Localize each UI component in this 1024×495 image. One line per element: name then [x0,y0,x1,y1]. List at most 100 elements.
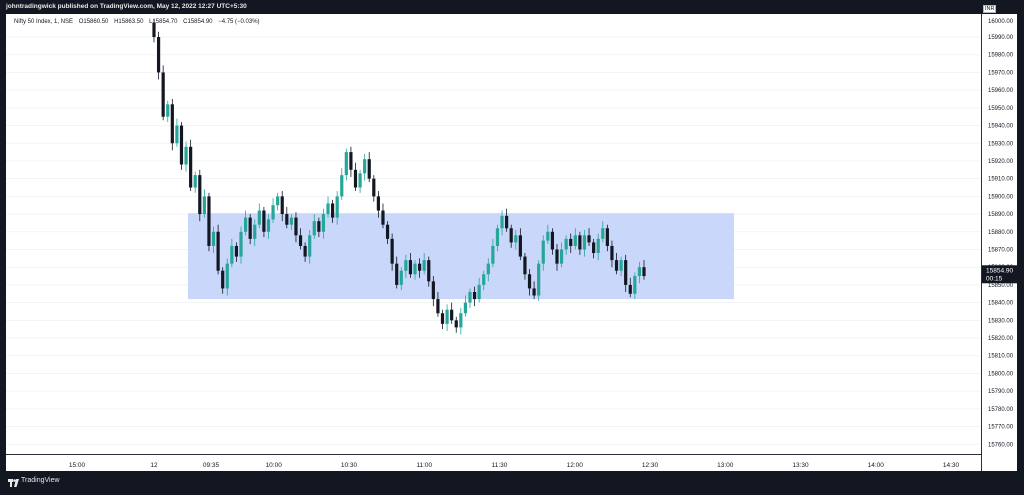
candle-body [363,159,367,174]
y-tick-label: 15770.00 [988,425,1014,431]
candle-body [642,267,646,277]
footer-bar: TradingView [0,471,1024,490]
candle-body [427,260,431,282]
time-axis-svg: 15:00 12 09:35 10:00 10:30 11:00 11:30 12:00 12:… [69,462,960,469]
candle-body [445,309,449,324]
candle-body [312,221,316,236]
candle-body [175,125,179,144]
candle-body [225,263,229,289]
candle-body [550,231,555,250]
chart-legend: Nifty 50 Index, 1, NSE O15860.50 H15863.… [14,19,264,25]
footer-brand: TradingView [21,477,60,484]
candle-body [395,263,399,285]
candle-body [505,215,509,229]
price-axis[interactable]: 16000.00 15990.00 15980.00 15970.00 15960.0… [981,14,1017,471]
x-tick-label: 13:30 [792,462,809,469]
x-tick-labels: 15:00 12 09:35 10:00 10:30 11:00 11:30 12:00 12:… [69,462,960,469]
legend-symbol: Nifty 50 Index, 1, NSE [14,19,74,25]
candle-body [294,217,298,236]
candle-body [509,228,513,243]
y-tick-label: 15820.00 [988,336,1014,342]
candle-body [326,203,330,215]
candle-body [156,37,161,73]
candle-body [340,175,344,197]
y-tick-label: 15760.00 [988,442,1014,448]
candlestick-chart[interactable] [6,14,981,454]
chart-plot-area[interactable]: Nifty 50 Index, 1, NSE O15860.50 H15863.… [6,14,981,454]
chart-frame[interactable]: Nifty 50 Index, 1, NSE O15860.50 H15863.… [6,14,1017,472]
candle-body [523,256,527,275]
candle-body [349,152,353,170]
candle-body [454,320,458,328]
candle-body [582,235,587,250]
candle-body [610,245,614,261]
y-tick-label: 15850.00 [988,283,1014,289]
candle-body [463,302,468,314]
candle-body [358,173,362,188]
currency-label: INR [983,5,997,13]
y-tick-label: 15900.00 [988,194,1014,200]
candle-body [587,235,591,243]
legend-open: O15860.50 [78,19,109,25]
x-tick-label: 14:30 [943,462,960,469]
price-zone-rectangle[interactable] [188,213,734,300]
y-tick-label: 15790.00 [988,389,1014,395]
candle-body [266,219,271,232]
y-tick-label: 15950.00 [988,106,1014,112]
y-top-label: 16000.00 [988,19,1014,25]
candle-body [541,240,545,264]
candle-body [486,263,490,275]
candle-body [303,245,307,257]
candle-body [418,263,422,271]
candle-body [619,260,623,271]
candle-body [230,245,234,264]
candle-body [262,210,266,232]
x-tick-label: 15:00 [69,462,86,469]
legend-low: L15854.70 [149,19,178,25]
candle-body [344,152,348,176]
candle-body [408,260,413,275]
candle-body [440,313,445,324]
candle-body [633,276,637,294]
candle-body [216,231,220,271]
candle-body [514,235,518,243]
candle-body [601,228,605,239]
candle-body [605,228,609,246]
y-tick-label: 15990.00 [988,35,1014,41]
candle-body [555,249,559,264]
x-tick-label: 13:00 [717,462,734,469]
candle-body [257,210,261,225]
y-tick-labels: 15990.00 15980.00 15970.00 15960.00 15950.00… [988,35,1014,448]
candle-body [422,260,426,271]
y-tick-label: 15970.00 [988,70,1014,76]
candle-body [239,231,243,257]
candle-body [518,235,522,257]
candle-body [335,196,339,218]
candle-body [376,196,380,211]
candle-body [234,245,239,257]
time-axis[interactable]: 15:00 12 09:35 10:00 10:30 11:00 11:30 12:00 12:… [6,454,981,472]
x-tick-label: 12 [150,462,158,469]
candle-body [450,309,454,321]
candle-body [271,205,275,220]
candle-body [569,238,573,246]
candle-body [248,217,252,239]
candle-body [431,281,435,300]
tradingview-logo-icon [8,476,19,495]
candle-body [211,231,216,246]
candle-body [532,288,536,296]
candle-body [152,22,156,38]
candle-body [537,263,541,296]
legend-change: −4.75 (−0.03%) [218,19,260,25]
candle-body [289,217,293,225]
candle-body [184,146,188,165]
candle-body [596,238,600,254]
y-tick-label: 15980.00 [988,53,1014,59]
candle-body [367,159,371,179]
candle-body [193,175,197,188]
x-tick-label: 11:00 [416,462,432,469]
candle-body [170,104,174,144]
x-tick-label: 10:00 [266,462,283,469]
x-tick-label: 10:30 [341,462,358,469]
x-tick-label: 09:35 [203,462,220,469]
